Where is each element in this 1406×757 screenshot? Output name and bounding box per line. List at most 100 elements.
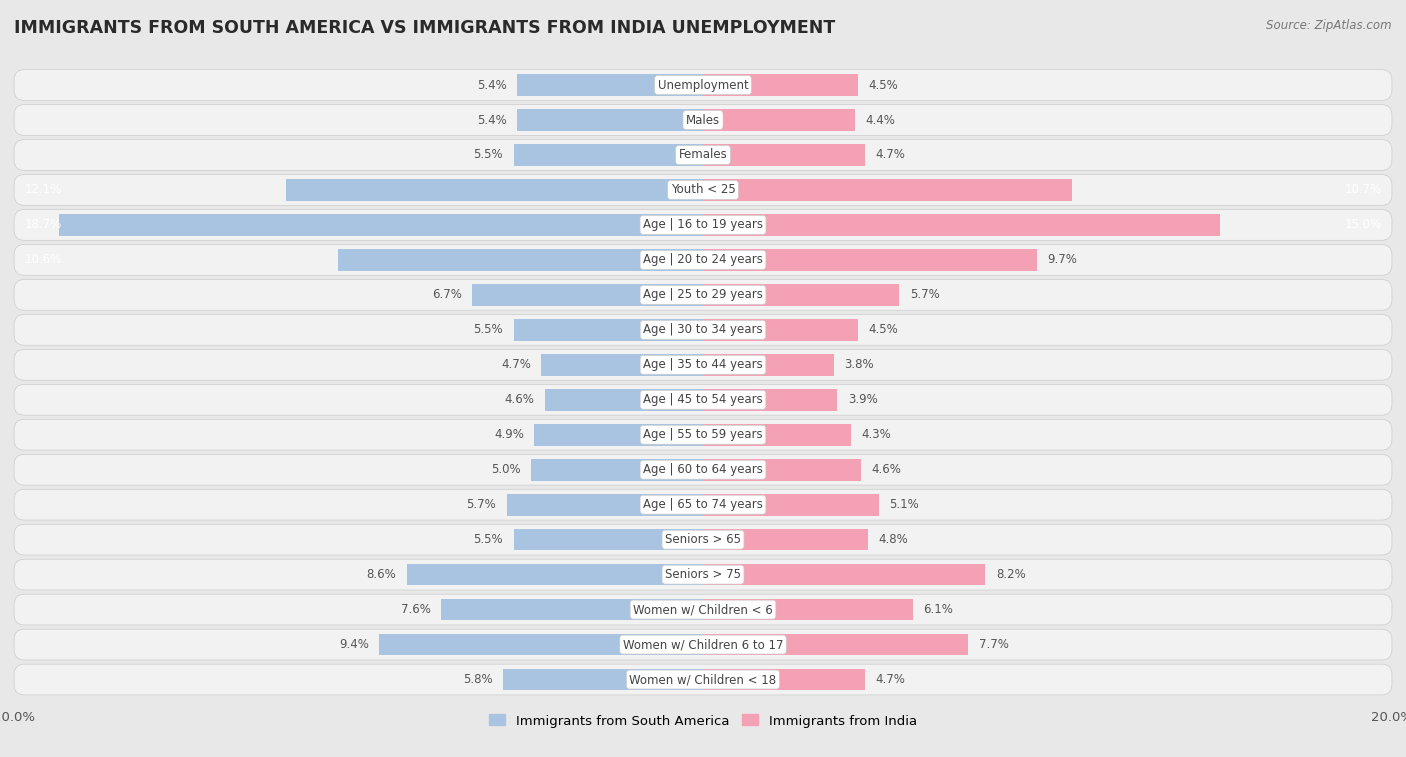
Text: Women w/ Children < 18: Women w/ Children < 18 <box>630 673 776 686</box>
Bar <box>703 494 879 516</box>
FancyBboxPatch shape <box>14 594 1392 625</box>
Text: Age | 65 to 74 years: Age | 65 to 74 years <box>643 498 763 511</box>
Text: 7.7%: 7.7% <box>979 638 1008 651</box>
Text: 9.7%: 9.7% <box>1047 254 1077 266</box>
Text: 5.4%: 5.4% <box>477 79 506 92</box>
Text: 5.5%: 5.5% <box>474 148 503 161</box>
Text: 4.5%: 4.5% <box>869 79 898 92</box>
Text: Age | 20 to 24 years: Age | 20 to 24 years <box>643 254 763 266</box>
Text: Age | 16 to 19 years: Age | 16 to 19 years <box>643 219 763 232</box>
Bar <box>287 179 703 201</box>
Bar <box>703 424 851 446</box>
FancyBboxPatch shape <box>14 454 1392 485</box>
Bar <box>517 109 703 131</box>
Bar <box>703 668 865 690</box>
Bar <box>703 354 834 375</box>
Bar <box>534 424 703 446</box>
Bar <box>506 494 703 516</box>
Text: 5.4%: 5.4% <box>477 114 506 126</box>
FancyBboxPatch shape <box>14 350 1392 380</box>
Text: 4.3%: 4.3% <box>862 428 891 441</box>
FancyBboxPatch shape <box>14 210 1392 240</box>
Text: Women w/ Children < 6: Women w/ Children < 6 <box>633 603 773 616</box>
Bar <box>703 74 858 96</box>
Text: 3.9%: 3.9% <box>848 394 877 407</box>
Text: Age | 30 to 34 years: Age | 30 to 34 years <box>643 323 763 336</box>
Bar <box>513 529 703 550</box>
FancyBboxPatch shape <box>14 70 1392 101</box>
FancyBboxPatch shape <box>14 139 1392 170</box>
Bar <box>703 529 869 550</box>
Text: 5.5%: 5.5% <box>474 323 503 336</box>
Text: 8.6%: 8.6% <box>367 568 396 581</box>
Bar <box>541 354 703 375</box>
Bar <box>703 284 900 306</box>
FancyBboxPatch shape <box>14 385 1392 415</box>
Text: 7.6%: 7.6% <box>401 603 430 616</box>
Bar <box>337 249 703 271</box>
FancyBboxPatch shape <box>14 314 1392 345</box>
Bar <box>441 599 703 621</box>
Text: Seniors > 65: Seniors > 65 <box>665 533 741 546</box>
Bar <box>503 668 703 690</box>
FancyBboxPatch shape <box>14 664 1392 695</box>
Text: Age | 55 to 59 years: Age | 55 to 59 years <box>643 428 763 441</box>
Bar <box>703 319 858 341</box>
Bar <box>703 564 986 585</box>
Text: Seniors > 75: Seniors > 75 <box>665 568 741 581</box>
Text: 4.6%: 4.6% <box>872 463 901 476</box>
Bar <box>703 249 1038 271</box>
Text: 6.1%: 6.1% <box>924 603 953 616</box>
Text: 9.4%: 9.4% <box>339 638 368 651</box>
Text: 4.9%: 4.9% <box>494 428 524 441</box>
Text: 5.0%: 5.0% <box>491 463 520 476</box>
Bar <box>380 634 703 656</box>
Bar <box>544 389 703 410</box>
FancyBboxPatch shape <box>14 104 1392 136</box>
Text: 6.7%: 6.7% <box>432 288 461 301</box>
FancyBboxPatch shape <box>14 245 1392 276</box>
Bar <box>531 459 703 481</box>
Text: Age | 35 to 44 years: Age | 35 to 44 years <box>643 358 763 371</box>
Text: 4.7%: 4.7% <box>501 358 531 371</box>
Text: 5.8%: 5.8% <box>463 673 494 686</box>
Bar <box>513 144 703 166</box>
Bar <box>59 214 703 235</box>
Text: 12.1%: 12.1% <box>24 183 62 197</box>
Text: Age | 25 to 29 years: Age | 25 to 29 years <box>643 288 763 301</box>
Bar <box>703 389 838 410</box>
Text: Source: ZipAtlas.com: Source: ZipAtlas.com <box>1267 19 1392 32</box>
Bar <box>703 144 865 166</box>
Text: 10.7%: 10.7% <box>1344 183 1382 197</box>
Bar <box>703 109 855 131</box>
FancyBboxPatch shape <box>14 629 1392 660</box>
Text: 3.8%: 3.8% <box>844 358 875 371</box>
Text: 4.4%: 4.4% <box>865 114 894 126</box>
Text: 5.5%: 5.5% <box>474 533 503 546</box>
Text: 18.7%: 18.7% <box>24 219 62 232</box>
FancyBboxPatch shape <box>14 489 1392 520</box>
Text: Youth < 25: Youth < 25 <box>671 183 735 197</box>
Text: 8.2%: 8.2% <box>995 568 1025 581</box>
Text: 4.7%: 4.7% <box>875 148 905 161</box>
Bar <box>703 459 862 481</box>
FancyBboxPatch shape <box>14 559 1392 590</box>
Text: Women w/ Children 6 to 17: Women w/ Children 6 to 17 <box>623 638 783 651</box>
FancyBboxPatch shape <box>14 419 1392 450</box>
Text: 10.6%: 10.6% <box>24 254 62 266</box>
Text: IMMIGRANTS FROM SOUTH AMERICA VS IMMIGRANTS FROM INDIA UNEMPLOYMENT: IMMIGRANTS FROM SOUTH AMERICA VS IMMIGRA… <box>14 19 835 37</box>
Text: 4.8%: 4.8% <box>879 533 908 546</box>
Text: 15.0%: 15.0% <box>1344 219 1382 232</box>
Text: 4.7%: 4.7% <box>875 673 905 686</box>
Bar <box>472 284 703 306</box>
Legend: Immigrants from South America, Immigrants from India: Immigrants from South America, Immigrant… <box>484 709 922 733</box>
Text: Age | 45 to 54 years: Age | 45 to 54 years <box>643 394 763 407</box>
Bar <box>517 74 703 96</box>
Text: 5.1%: 5.1% <box>889 498 918 511</box>
FancyBboxPatch shape <box>14 175 1392 205</box>
Bar <box>513 319 703 341</box>
Text: Unemployment: Unemployment <box>658 79 748 92</box>
Bar <box>703 179 1071 201</box>
Text: 5.7%: 5.7% <box>467 498 496 511</box>
Text: 5.7%: 5.7% <box>910 288 939 301</box>
